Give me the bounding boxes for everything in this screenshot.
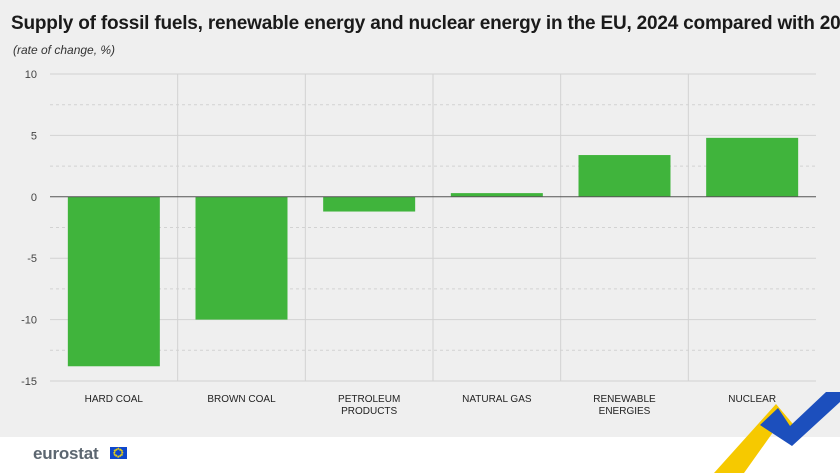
flag-star-icon: ★ bbox=[120, 450, 125, 455]
eurostat-logo: eurostat bbox=[33, 444, 99, 463]
footer: eurostat ★ ★ ★ ★ ★ ★ ★ ★ ★ ★ ★ ★ bbox=[0, 437, 840, 473]
chart-panel: Supply of fossil fuels, renewable energy… bbox=[0, 0, 840, 437]
x-tick-label: NATURAL GAS bbox=[462, 394, 532, 405]
x-tick-label: HARD COAL bbox=[85, 394, 144, 405]
flag-star-icon: ★ bbox=[118, 453, 123, 459]
flag-star-icon: ★ bbox=[118, 446, 123, 452]
x-tick-label: PRODUCTS bbox=[341, 406, 397, 417]
bar bbox=[578, 155, 671, 197]
eu-flag-icon: ★ ★ ★ ★ ★ ★ ★ ★ ★ ★ ★ ★ bbox=[110, 447, 127, 459]
y-tick-label: -5 bbox=[27, 253, 37, 265]
flag-star-icon: ★ bbox=[119, 447, 124, 453]
x-tick-label: RENEWABLE bbox=[593, 394, 656, 405]
y-tick-label: 5 bbox=[31, 130, 37, 142]
chart-title: Supply of fossil fuels, renewable energy… bbox=[11, 13, 840, 34]
flag-star-icon: ★ bbox=[113, 447, 117, 453]
bar-chart: 10 5 0 -5 -10 -15 HARD COAL BROWN COAL PETROLEUM… bbox=[21, 69, 816, 417]
flag-star-icon: ★ bbox=[119, 452, 124, 457]
y-tick-label: 0 bbox=[31, 192, 37, 204]
y-tick-label: -15 bbox=[21, 376, 37, 388]
flag-star-icon: ★ bbox=[113, 452, 117, 457]
blue-chevron-shape bbox=[760, 392, 840, 446]
flag-star-icon: ★ bbox=[114, 446, 119, 452]
bar bbox=[67, 196, 160, 367]
bar bbox=[195, 196, 288, 320]
bar bbox=[706, 137, 799, 197]
flag-star-icon: ★ bbox=[112, 450, 117, 455]
corner-decoration bbox=[714, 392, 840, 473]
x-tick-label: PETROLEUM bbox=[338, 394, 400, 405]
chart-subtitle: (rate of change, %) bbox=[13, 43, 116, 57]
flag-star-icon: ★ bbox=[116, 446, 121, 451]
bar bbox=[323, 196, 416, 212]
y-tick-label: -10 bbox=[21, 315, 37, 327]
y-tick-label: 10 bbox=[25, 69, 37, 81]
x-tick-label: ENERGIES bbox=[599, 406, 651, 417]
flag-star-icon: ★ bbox=[116, 454, 121, 459]
flag-star-icon: ★ bbox=[114, 453, 119, 459]
x-tick-label: NUCLEAR bbox=[728, 394, 776, 405]
x-tick-label: BROWN COAL bbox=[207, 394, 276, 405]
bar bbox=[450, 193, 543, 197]
